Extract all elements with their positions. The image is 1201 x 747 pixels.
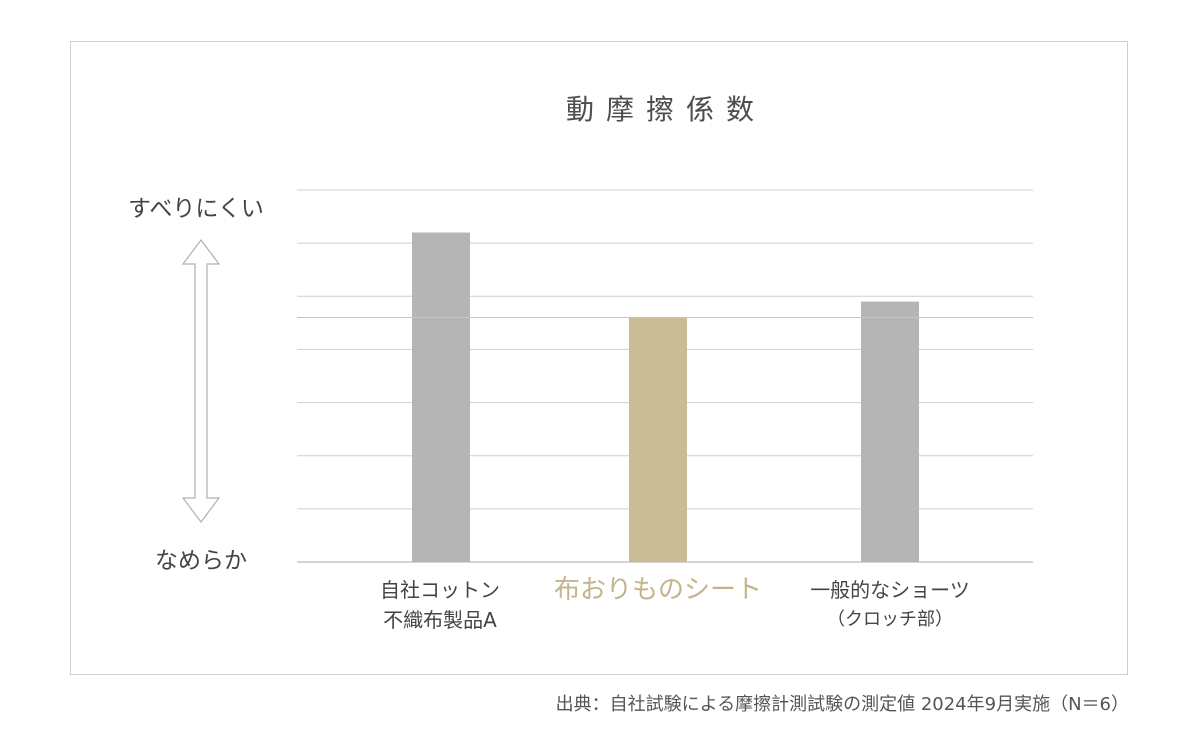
category-label-shorts: 一般的なショーツ （クロッチ部）	[790, 575, 990, 635]
double-arrow-icon	[181, 239, 221, 523]
bar	[861, 301, 919, 562]
bar	[412, 232, 470, 562]
category-label-line: 一般的なショーツ	[810, 578, 970, 602]
category-label-line: 自社コットン	[380, 578, 500, 602]
source-note: 出典：自社試験による摩擦計測試験の測定値 2024年9月実施（N＝6）	[555, 694, 1129, 715]
category-label-product-a: 自社コットン 不織布製品A	[340, 575, 540, 635]
bar	[629, 317, 687, 562]
category-label-line: 不織布製品A	[383, 608, 497, 632]
category-label-cloth-sheet: 布おりものシート	[538, 573, 778, 607]
bars	[412, 232, 919, 562]
y-axis-top-label: すべりにくい	[128, 196, 264, 222]
chart-frame	[70, 41, 1128, 675]
category-label-line: 布おりものシート	[553, 575, 762, 605]
category-label-line: （クロッチ部）	[827, 609, 953, 630]
y-axis-bottom-label: なめらか	[155, 548, 247, 574]
chart-title: 動摩擦係数	[565, 93, 766, 126]
